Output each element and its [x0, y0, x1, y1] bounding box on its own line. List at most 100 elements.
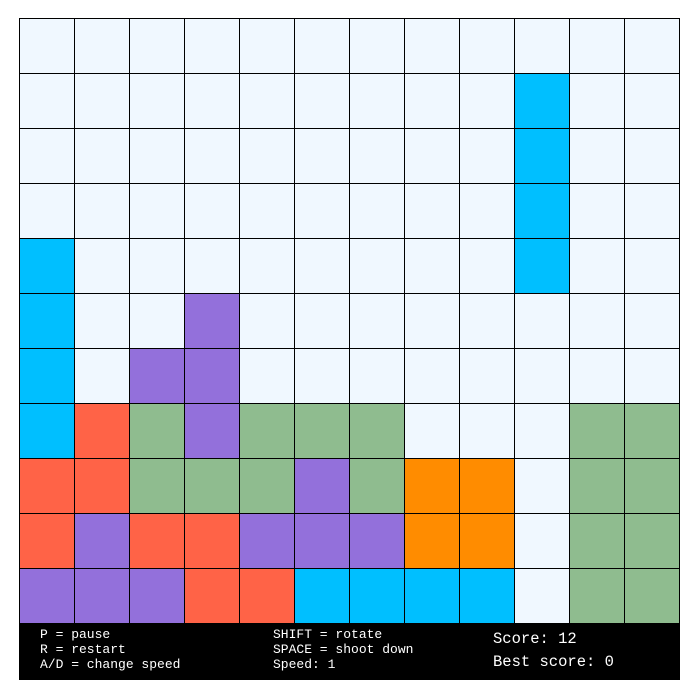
empty-cell	[569, 128, 625, 184]
block-cell	[239, 513, 295, 569]
empty-cell	[349, 348, 405, 404]
block-cell	[514, 238, 570, 294]
block-cell	[74, 458, 130, 514]
empty-cell	[404, 403, 460, 459]
empty-cell	[74, 18, 130, 74]
empty-cell	[459, 293, 515, 349]
empty-cell	[294, 293, 350, 349]
empty-cell	[129, 18, 185, 74]
empty-cell	[404, 238, 460, 294]
restart-hint: R = restart	[40, 642, 126, 657]
block-cell	[184, 568, 240, 624]
empty-cell	[129, 293, 185, 349]
empty-cell	[404, 348, 460, 404]
empty-cell	[184, 73, 240, 129]
block-cell	[349, 513, 405, 569]
empty-cell	[514, 568, 570, 624]
block-cell	[239, 568, 295, 624]
block-cell	[129, 348, 185, 404]
empty-cell	[129, 128, 185, 184]
block-cell	[294, 568, 350, 624]
block-cell	[349, 568, 405, 624]
empty-cell	[514, 403, 570, 459]
block-cell	[349, 403, 405, 459]
game-area[interactable]: P = pause R = restart A/D = change speed…	[19, 18, 680, 680]
empty-cell	[569, 183, 625, 239]
info-panel: P = pause R = restart A/D = change speed…	[19, 624, 680, 680]
block-cell	[569, 403, 625, 459]
empty-cell	[349, 238, 405, 294]
block-cell	[19, 458, 75, 514]
block-cell	[624, 458, 680, 514]
block-cell	[239, 403, 295, 459]
empty-cell	[19, 128, 75, 184]
block-cell	[459, 458, 515, 514]
empty-cell	[349, 293, 405, 349]
empty-cell	[239, 73, 295, 129]
empty-cell	[569, 18, 625, 74]
score-readout: Score: 12	[493, 630, 577, 648]
empty-cell	[239, 128, 295, 184]
empty-cell	[74, 348, 130, 404]
block-cell	[569, 513, 625, 569]
empty-cell	[404, 128, 460, 184]
empty-cell	[349, 128, 405, 184]
block-cell	[184, 293, 240, 349]
empty-cell	[19, 18, 75, 74]
block-cell	[294, 513, 350, 569]
empty-cell	[569, 238, 625, 294]
empty-cell	[129, 238, 185, 294]
empty-cell	[569, 293, 625, 349]
empty-cell	[459, 403, 515, 459]
block-cell	[404, 513, 460, 569]
tetris-board[interactable]	[19, 18, 680, 624]
block-cell	[624, 568, 680, 624]
empty-cell	[404, 293, 460, 349]
block-cell	[19, 513, 75, 569]
block-cell	[569, 458, 625, 514]
block-cell	[19, 403, 75, 459]
block-cell	[514, 183, 570, 239]
empty-cell	[294, 183, 350, 239]
speed-readout: Speed: 1	[273, 657, 336, 672]
block-cell	[459, 513, 515, 569]
empty-cell	[459, 73, 515, 129]
empty-cell	[514, 348, 570, 404]
block-cell	[19, 293, 75, 349]
block-cell	[129, 458, 185, 514]
block-cell	[514, 128, 570, 184]
empty-cell	[514, 458, 570, 514]
empty-cell	[459, 128, 515, 184]
empty-cell	[294, 348, 350, 404]
empty-cell	[239, 238, 295, 294]
block-cell	[294, 458, 350, 514]
block-cell	[239, 458, 295, 514]
empty-cell	[624, 238, 680, 294]
empty-cell	[129, 183, 185, 239]
block-cell	[624, 513, 680, 569]
empty-cell	[459, 183, 515, 239]
empty-cell	[74, 73, 130, 129]
empty-cell	[624, 73, 680, 129]
empty-cell	[294, 128, 350, 184]
empty-cell	[459, 348, 515, 404]
empty-cell	[74, 183, 130, 239]
shoot-down-hint: SPACE = shoot down	[273, 642, 414, 657]
empty-cell	[349, 183, 405, 239]
empty-cell	[239, 293, 295, 349]
best-score-readout: Best score: 0	[493, 653, 614, 671]
block-cell	[569, 568, 625, 624]
empty-cell	[74, 128, 130, 184]
empty-cell	[184, 18, 240, 74]
empty-cell	[624, 293, 680, 349]
block-cell	[349, 458, 405, 514]
empty-cell	[514, 18, 570, 74]
empty-cell	[349, 18, 405, 74]
speed-keys-hint: A/D = change speed	[40, 657, 181, 672]
empty-cell	[624, 18, 680, 74]
block-cell	[74, 403, 130, 459]
empty-cell	[624, 183, 680, 239]
block-cell	[404, 568, 460, 624]
empty-cell	[569, 348, 625, 404]
empty-cell	[404, 18, 460, 74]
